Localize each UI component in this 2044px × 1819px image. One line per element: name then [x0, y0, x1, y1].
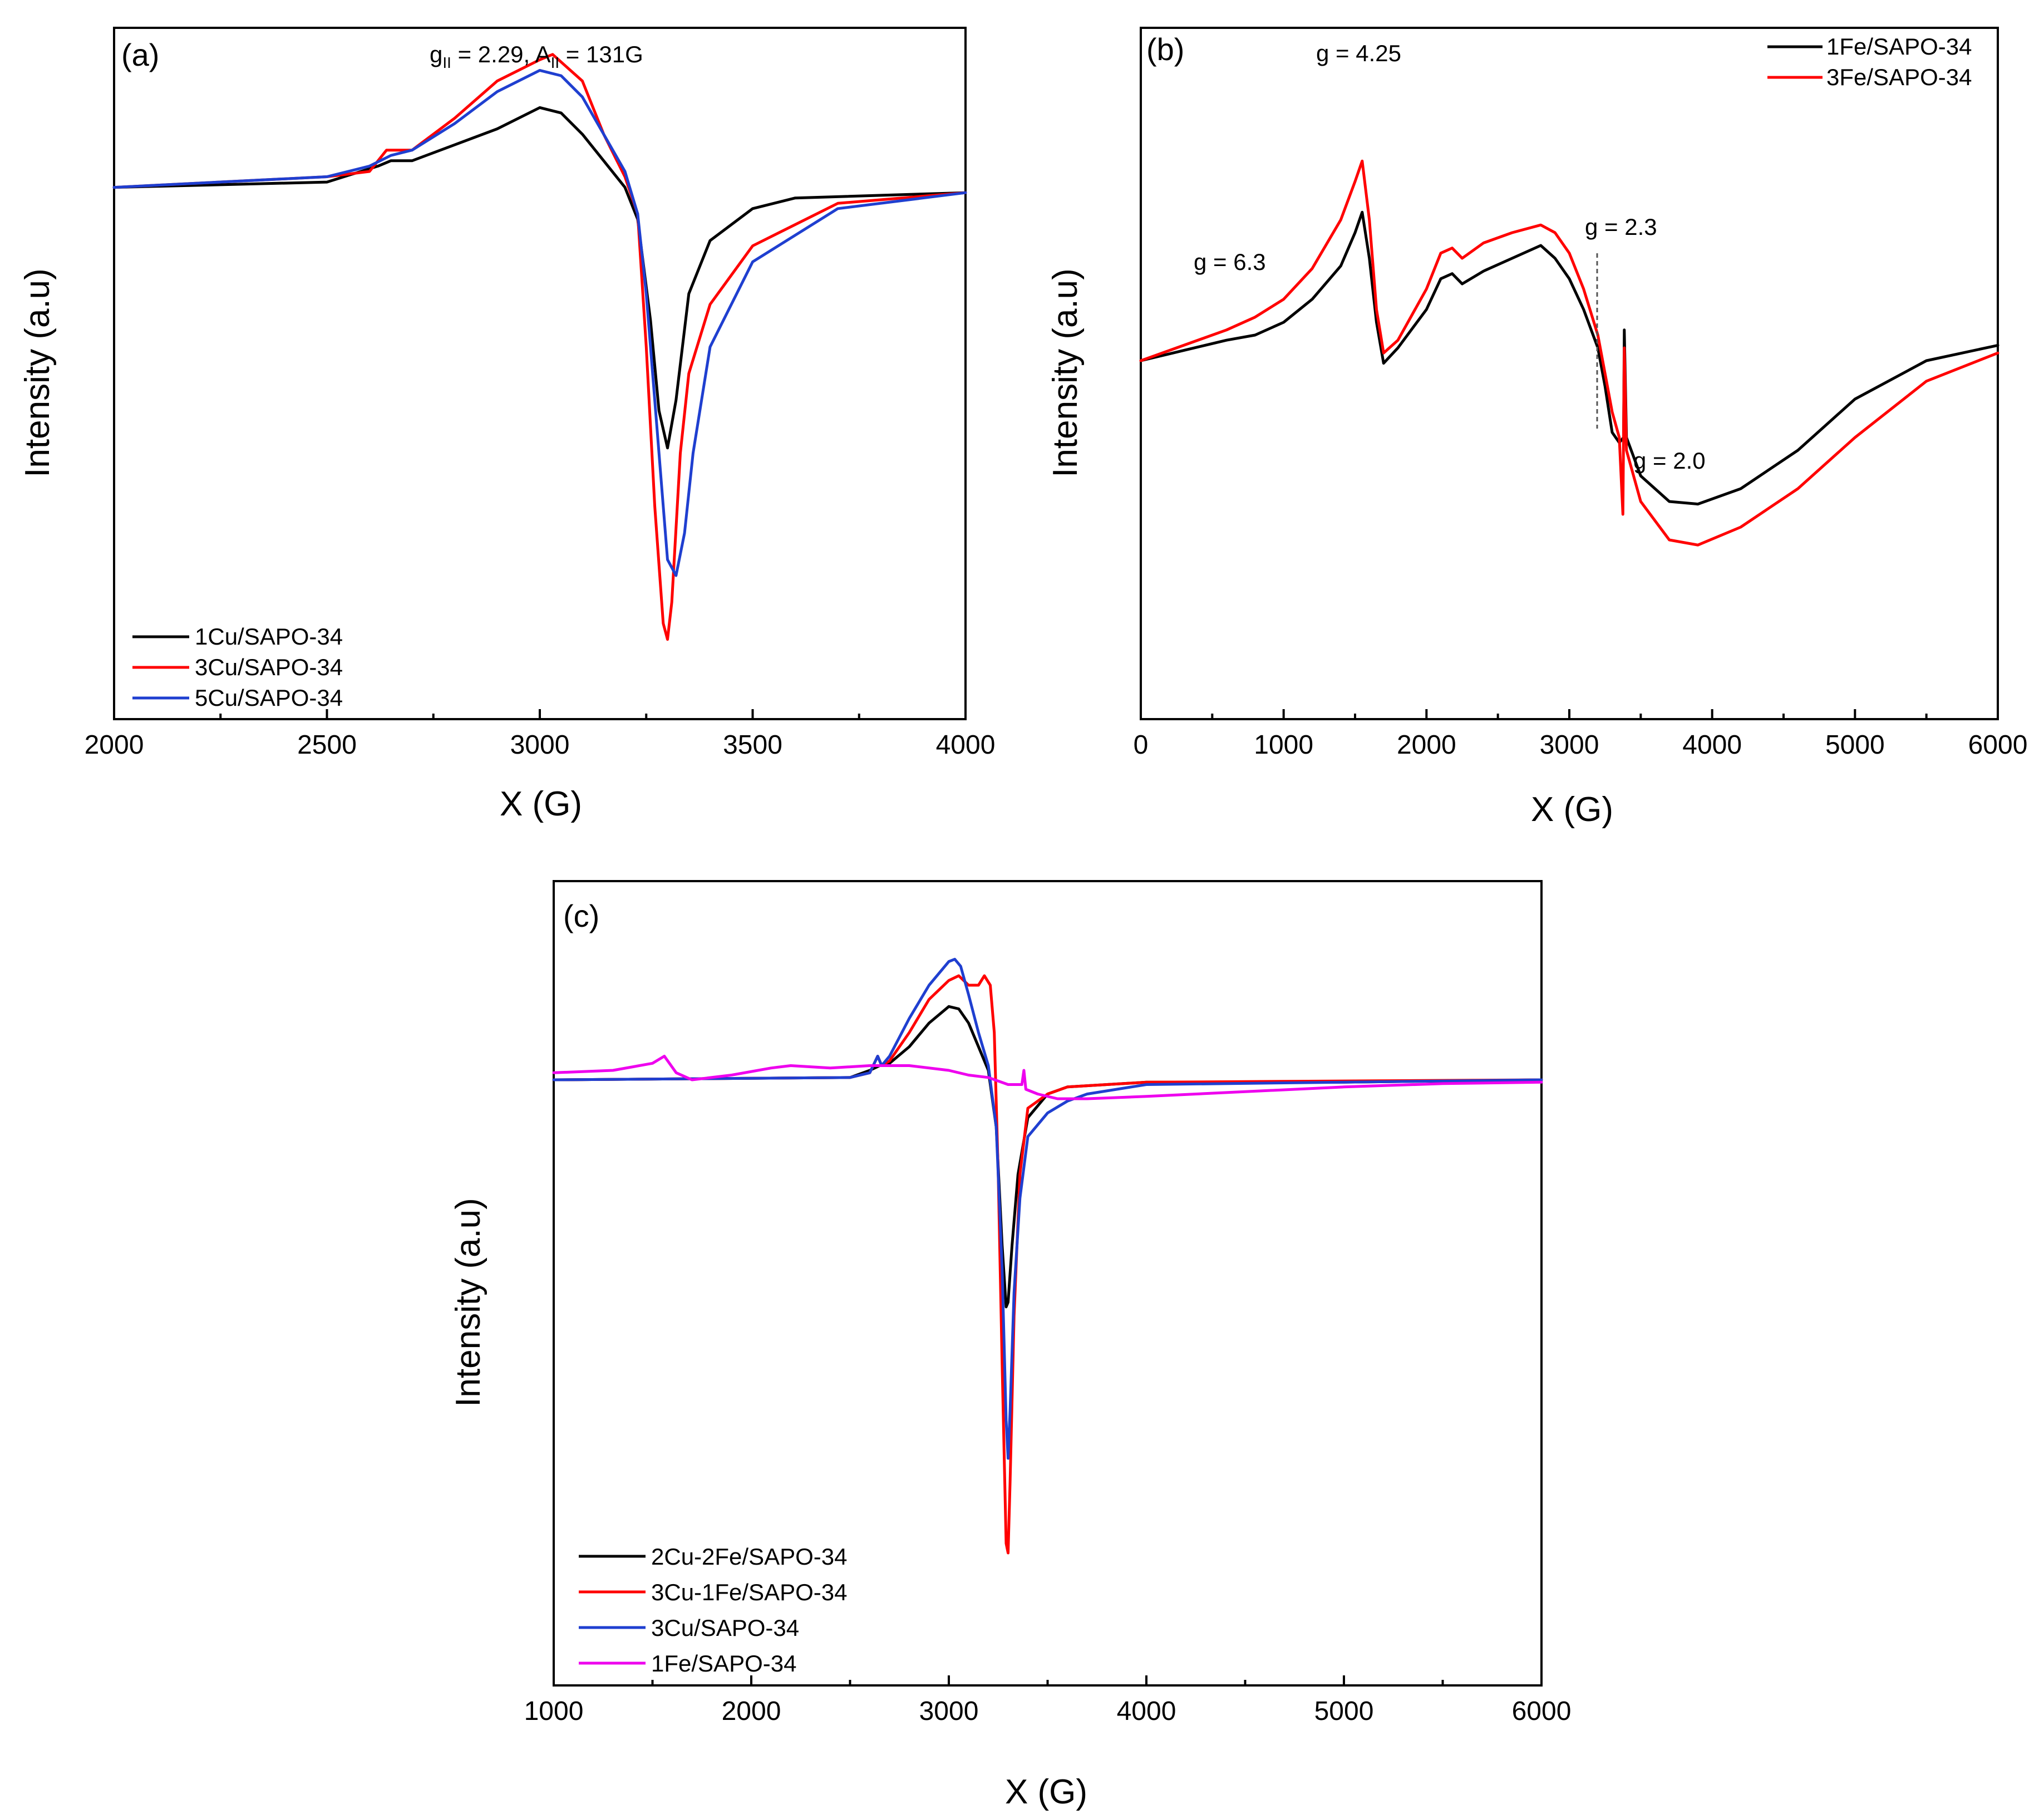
panel-b-x-tick-label: 4000 — [1682, 730, 1742, 760]
panel-c-legend-label-4: 1Fe/SAPO-34 — [651, 1650, 796, 1677]
panel-b-series — [1139, 159, 1999, 547]
panel-b-annotation-g23: g = 2.3 — [1585, 214, 1657, 240]
panel-a-g-symbol: g — [430, 41, 442, 67]
panel-a-legend: 1Cu/SAPO-34 3Cu/SAPO-34 5Cu/SAPO-34 — [132, 623, 343, 711]
panel-a-x-tick-labels: 2000 2500 3000 3500 4000 — [85, 730, 996, 760]
panel-c-x-tick-label: 1000 — [524, 1697, 584, 1726]
panel-c-series-4-line — [552, 1055, 1543, 1100]
panel-c: 1000 2000 3000 4000 5000 6000 (c) X (G) Inten… — [449, 880, 1572, 1811]
panel-b-x-tick-label: 0 — [1134, 730, 1149, 760]
panel-b-x-tick-labels: 0 1000 2000 3000 4000 5000 6000 — [1134, 730, 2028, 760]
panel-c-legend-label-1: 2Cu-2Fe/SAPO-34 — [651, 1543, 848, 1570]
panel-b-legend-label-2: 3Fe/SAPO-34 — [1826, 64, 1972, 90]
panel-c-series-1-line — [552, 1005, 1543, 1309]
panel-b-legend-label-1: 1Fe/SAPO-34 — [1826, 33, 1972, 60]
panel-c-y-axis-label: Intensity (a.u) — [449, 1198, 487, 1407]
panel-b-x-tick-label: 1000 — [1254, 730, 1313, 760]
panel-b-series-2-line — [1139, 159, 1999, 547]
panel-c-x-tick-label: 4000 — [1117, 1697, 1176, 1726]
panel-a: 2000 2500 3000 3500 4000 (a) gII = 2.29, AII… — [18, 27, 996, 823]
panel-a-a-value: = 131G — [559, 41, 643, 67]
panel-a-g-annotation: gII = 2.29, AII = 131G — [430, 41, 643, 71]
panel-c-x-axis-label: X (G) — [1005, 1773, 1087, 1811]
panel-c-series-3-line — [552, 957, 1543, 1460]
panel-c-x-ticks — [553, 1675, 1543, 1685]
panel-c-x-tick-label: 2000 — [722, 1697, 781, 1726]
panel-a-legend-label-1: 1Cu/SAPO-34 — [195, 623, 343, 650]
panel-a-legend-label-2: 3Cu/SAPO-34 — [195, 654, 343, 680]
panel-a-y-axis-label: Intensity (a.u) — [18, 268, 57, 478]
panel-a-series — [112, 53, 967, 641]
panel-a-x-tick-label: 2000 — [85, 730, 144, 760]
panel-a-label: (a) — [121, 37, 159, 72]
panel-a-a-subscript: II — [551, 54, 560, 71]
panel-c-x-tick-labels: 1000 2000 3000 4000 5000 6000 — [524, 1697, 1572, 1726]
panel-b-x-ticks — [1140, 709, 1999, 719]
panel-b-annotation-g63: g = 6.3 — [1194, 249, 1266, 275]
panel-a-x-axis-label: X (G) — [500, 785, 582, 823]
panel-c-label: (c) — [563, 898, 599, 933]
panel-a-g-value: = 2.29, A — [451, 41, 551, 67]
panel-b-label: (b) — [1146, 32, 1184, 67]
panel-a-x-tick-label: 3000 — [510, 730, 570, 760]
panel-b-x-axis-label: X (G) — [1531, 790, 1613, 829]
panel-b-annotation-g425: g = 4.25 — [1316, 40, 1401, 66]
panel-c-x-tick-label: 6000 — [1512, 1697, 1572, 1726]
panel-c-x-tick-label: 5000 — [1314, 1697, 1374, 1726]
panel-b-x-tick-label: 3000 — [1540, 730, 1599, 760]
panel-b-annotation-g20: g = 2.0 — [1633, 448, 1706, 474]
panel-a-g-subscript: II — [442, 54, 451, 71]
panel-c-series — [552, 957, 1543, 1555]
panel-c-legend: 2Cu-2Fe/SAPO-34 3Cu-1Fe/SAPO-34 3Cu/SAPO… — [579, 1543, 848, 1677]
panel-b-x-tick-label: 5000 — [1825, 730, 1885, 760]
panel-b: 0 1000 2000 3000 4000 5000 6000 (b) g = 4.25 g… — [1046, 27, 2028, 829]
panel-a-x-tick-label: 4000 — [936, 730, 996, 760]
panel-b-x-tick-label: 6000 — [1968, 730, 2028, 760]
panel-b-x-tick-label: 2000 — [1397, 730, 1456, 760]
panel-b-legend: 1Fe/SAPO-34 3Fe/SAPO-34 — [1767, 33, 1972, 90]
panel-c-legend-label-3: 3Cu/SAPO-34 — [651, 1615, 799, 1641]
panel-a-series-1-line — [112, 106, 967, 450]
panel-a-series-2-line — [112, 53, 967, 641]
panel-c-series-2-line — [552, 974, 1543, 1555]
panel-a-plot-frame — [113, 27, 967, 720]
panel-b-y-axis-label: Intensity (a.u) — [1046, 268, 1085, 478]
panel-a-legend-label-3: 5Cu/SAPO-34 — [195, 685, 343, 711]
panel-a-x-ticks — [113, 709, 967, 719]
panel-a-x-tick-label: 2500 — [297, 730, 357, 760]
panel-b-plot-frame — [1140, 27, 1999, 720]
panel-c-x-tick-label: 3000 — [919, 1697, 979, 1726]
panel-a-series-3-line — [112, 68, 967, 577]
panel-b-series-1-line — [1139, 210, 1999, 506]
panel-a-x-tick-label: 3500 — [723, 730, 782, 760]
panel-c-legend-label-2: 3Cu-1Fe/SAPO-34 — [651, 1579, 848, 1605]
